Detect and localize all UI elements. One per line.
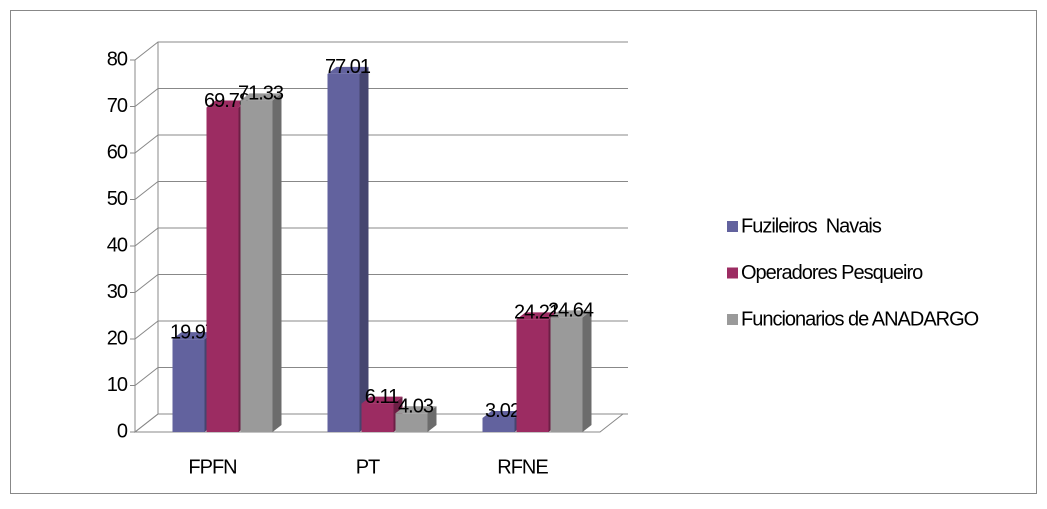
bar-side <box>582 310 592 432</box>
x-tick-label: RFNE <box>497 456 548 478</box>
bar <box>206 107 239 432</box>
data-label: 24.21 <box>514 302 560 324</box>
y-tick-label: 70 <box>107 95 128 117</box>
bar <box>550 317 583 432</box>
grid-line <box>134 134 628 154</box>
bar <box>172 339 205 432</box>
y-tick-label: 40 <box>107 234 128 256</box>
bar-top <box>206 100 248 108</box>
bar-top <box>327 66 369 74</box>
legend-label: Funcionarios de ANADARGO <box>741 308 979 330</box>
bar <box>327 73 360 432</box>
bar <box>361 403 394 432</box>
y-tick-label: 80 <box>107 48 128 70</box>
grid-line <box>134 320 628 340</box>
bar-top <box>361 396 403 404</box>
x-tick-label: FPFN <box>188 456 236 478</box>
data-label: 19.97 <box>170 321 216 343</box>
grid-line <box>134 227 628 247</box>
bar-top <box>395 406 437 414</box>
y-tick-label: 30 <box>107 281 128 303</box>
y-tick-label: 20 <box>107 327 128 349</box>
grid-line <box>134 88 628 107</box>
y-tick-label: 10 <box>107 374 128 396</box>
y-tick-label: 0 <box>117 420 128 442</box>
bar-top <box>550 310 592 318</box>
bar-top <box>240 93 282 101</box>
data-label: 4.03 <box>398 396 434 418</box>
bar-top <box>172 332 214 340</box>
bar <box>395 413 428 432</box>
grid-line <box>134 181 628 200</box>
y-tick-label: 50 <box>107 188 128 210</box>
bar <box>516 319 549 432</box>
bar <box>240 100 273 433</box>
floor <box>135 413 624 433</box>
x-tick-label: PT <box>356 456 380 478</box>
legend-swatch <box>727 314 738 325</box>
legend-label: Fuzileiros Navais <box>741 215 882 237</box>
grid-line <box>134 274 628 293</box>
legend-label: Operadores Pesqueiro <box>741 262 923 284</box>
bar-top <box>482 410 524 418</box>
data-label: 6.11 <box>365 386 399 408</box>
grid-line <box>134 41 628 61</box>
data-label: 77.01 <box>325 56 371 78</box>
bar <box>482 417 515 432</box>
grid-line <box>134 413 628 433</box>
bar-side <box>359 66 369 432</box>
data-label: 69.78 <box>204 90 250 112</box>
data-label: 24.64 <box>548 300 594 322</box>
bar-side <box>272 93 282 433</box>
legend-swatch <box>727 221 738 232</box>
bar-side <box>427 406 437 432</box>
y-tick-label: 60 <box>107 141 128 163</box>
grid-line <box>134 367 628 386</box>
bar-top <box>516 312 558 320</box>
data-label: 3.02 <box>485 400 521 422</box>
data-label: 71.33 <box>238 83 284 105</box>
legend-swatch <box>727 267 738 279</box>
